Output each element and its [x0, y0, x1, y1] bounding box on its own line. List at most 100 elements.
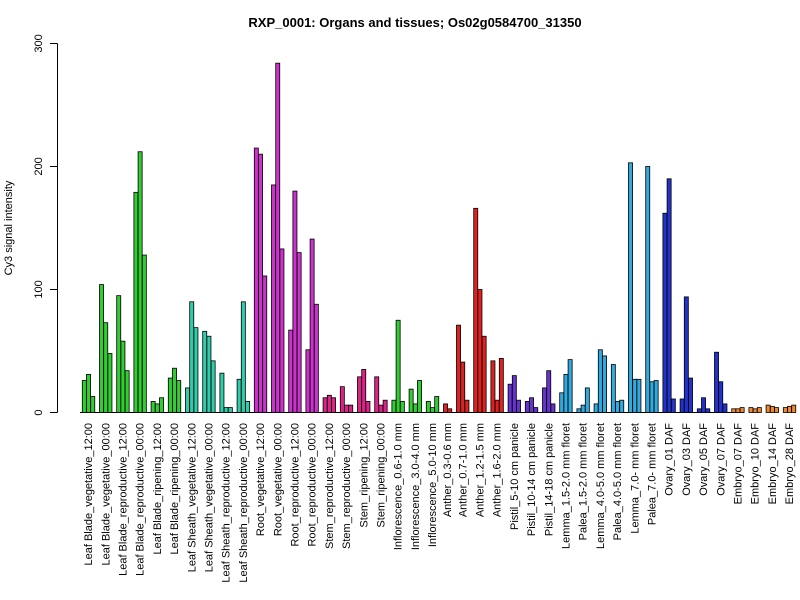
bar — [412, 403, 418, 413]
bar — [185, 387, 190, 413]
bar — [782, 407, 788, 413]
x-tick-label: Leaf Blade_vegetative_00:00 — [100, 423, 112, 566]
x-tick-label: Leaf Blade_reproductive_12:00 — [118, 423, 130, 576]
x-tick-label: Leaf Sheath_vegetative_00:00 — [204, 423, 216, 572]
bar — [348, 404, 354, 413]
bar — [490, 360, 496, 413]
bar — [473, 207, 479, 413]
x-tick-label: Pistil_10-14 cm panicle — [526, 423, 538, 536]
x-tick-label: Anther_0.7-1.0 mm — [457, 423, 469, 517]
bar — [90, 396, 96, 413]
bar — [227, 407, 233, 413]
y-tick-label: 0 — [33, 409, 45, 415]
bar — [322, 397, 328, 413]
bar — [99, 284, 104, 413]
bar — [481, 335, 487, 413]
bar — [787, 405, 792, 413]
bar — [374, 376, 380, 413]
bar — [344, 404, 349, 413]
x-tick-label: Embryo_14 DAF — [767, 423, 779, 505]
x-tick-label: Leaf Sheath_reproductive_00:00 — [238, 423, 250, 583]
x-tick-label: Lemma_1.5-2.0 mm floret — [561, 423, 573, 549]
bar — [636, 378, 642, 413]
bar — [395, 319, 401, 413]
bar — [443, 403, 448, 413]
y-axis-label: Cy3 signal intensity — [3, 180, 15, 275]
x-tick-label: Leaf Sheath_vegetative_12:00 — [186, 423, 198, 572]
bar — [507, 383, 513, 413]
bar — [679, 398, 685, 413]
bar — [516, 399, 521, 413]
bar — [696, 408, 702, 413]
bar — [610, 364, 616, 413]
bar — [313, 303, 319, 413]
bar — [550, 403, 556, 413]
bar — [288, 329, 294, 413]
bar — [576, 408, 582, 413]
bar — [279, 248, 285, 413]
bar — [361, 369, 367, 413]
bar — [430, 407, 435, 413]
bar — [309, 238, 315, 413]
bar — [258, 153, 263, 413]
bar — [219, 372, 225, 413]
bar — [339, 386, 345, 413]
bar — [245, 401, 250, 413]
bar — [714, 351, 719, 413]
bar — [701, 397, 706, 413]
x-tick-label: Ovary_03 DAF — [681, 423, 693, 496]
bar — [116, 295, 122, 413]
x-tick-label: Pistil_14-18 cm panicle — [543, 423, 555, 536]
bar — [666, 178, 672, 413]
x-tick-label: Stem_ripening_00:00 — [376, 423, 388, 528]
bar — [731, 408, 737, 413]
x-tick-label: Root_vegetative_00:00 — [272, 423, 284, 536]
bar — [722, 403, 728, 413]
x-tick-label: Embryo_07 DAF — [733, 423, 745, 505]
x-tick-label: Anther_1.6-2.0 mm — [492, 423, 504, 517]
bar — [86, 373, 91, 413]
x-tick-label: Leaf Blade_vegetative_12:00 — [83, 423, 95, 566]
x-tick-label: Anther_0.3-0.6 mm — [442, 423, 454, 517]
x-tick-label: Leaf Blade_ripening_00:00 — [169, 423, 181, 555]
bar — [103, 322, 109, 413]
bar — [615, 401, 620, 413]
bar — [511, 375, 517, 413]
bar — [456, 324, 461, 413]
bar — [602, 355, 607, 413]
x-tick-label: Lemma_7.0- mm floret — [629, 423, 641, 534]
x-tick-label: Stem_reproductive_00:00 — [341, 423, 353, 549]
bar — [705, 408, 711, 413]
bar — [434, 396, 440, 413]
x-axis-labels: Leaf Blade_vegetative_12:00 Leaf Blade_ve… — [83, 423, 796, 583]
bar — [124, 370, 130, 413]
y-tick-label: 100 — [33, 280, 45, 298]
x-tick-label: Inflorescence_0.6-1.0 mm — [393, 423, 405, 550]
bar — [769, 405, 775, 413]
bar — [391, 399, 397, 413]
x-tick-label: Ovary_01 DAF — [664, 423, 676, 496]
bar — [107, 353, 113, 413]
x-tick-label: Pistil_5-10 cm panicle — [509, 423, 521, 530]
bar — [150, 401, 156, 413]
bar — [365, 401, 371, 413]
bar — [653, 380, 659, 413]
bar — [417, 380, 422, 413]
bar — [718, 381, 724, 413]
y-tick-label: 300 — [33, 34, 45, 52]
bar — [292, 190, 298, 413]
bar — [357, 376, 362, 413]
bar — [120, 340, 126, 413]
y-tick-label: 200 — [33, 157, 45, 175]
bar — [756, 407, 762, 413]
bar — [632, 378, 638, 413]
x-tick-label: Palea_4.0-5.0 mm floret — [612, 423, 624, 540]
x-tick-label: Ovary_05 DAF — [698, 423, 710, 496]
bar — [193, 327, 199, 413]
bar — [202, 330, 208, 413]
bar — [498, 357, 504, 413]
bar — [206, 335, 212, 413]
bar — [670, 398, 676, 413]
bar — [464, 399, 470, 413]
